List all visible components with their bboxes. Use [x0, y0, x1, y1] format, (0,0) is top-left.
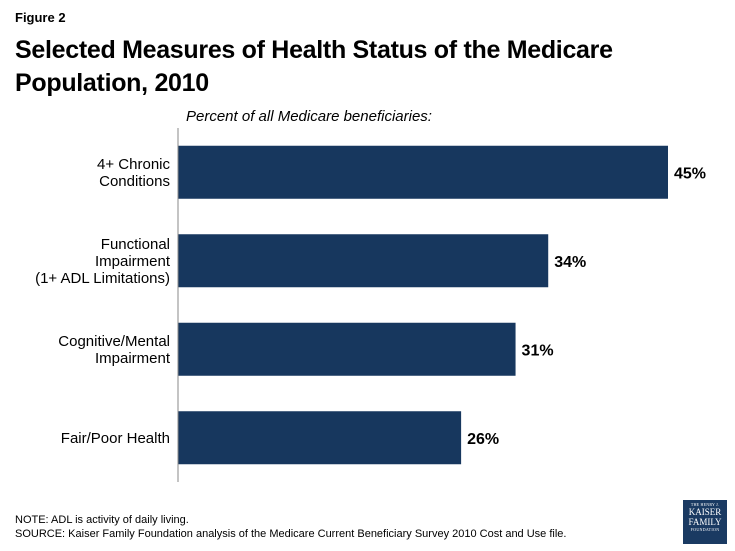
category-label-2: Cognitive/Mental Impairment	[58, 333, 171, 367]
logo-line-3: FAMILY	[688, 517, 722, 527]
category-label-1: Functional Impairment (1+ ADL Limitations)	[35, 236, 171, 287]
bar-3	[178, 411, 462, 465]
category-label-0: 4+ Chronic Conditions	[97, 156, 170, 190]
category-label-3: Fair/Poor Health	[61, 430, 170, 447]
bar-2	[178, 322, 516, 376]
chart-title: Selected Measures of Health Status of th…	[15, 34, 715, 100]
kff-logo: THE HENRY J. KAISER FAMILY FOUNDATION	[683, 500, 727, 544]
logo-line-1: THE HENRY J.	[690, 502, 720, 507]
notes: NOTE: ADL is activity of daily living. S…	[15, 513, 566, 541]
logo-line-4: FOUNDATION	[690, 527, 720, 532]
logo-line-2: KAISER	[688, 507, 722, 517]
chart-subtitle: Percent of all Medicare beneficiaries:	[186, 108, 432, 125]
value-label-2: 31%	[522, 342, 554, 359]
source-text: SOURCE: Kaiser Family Foundation analysi…	[15, 528, 567, 540]
chart-title-line-1: Selected Measures of Health Status of th…	[15, 36, 613, 64]
value-label-1: 34%	[554, 254, 586, 271]
value-label-3: 26%	[467, 431, 499, 448]
bar-0	[178, 145, 668, 199]
note-text: NOTE: ADL is activity of daily living.	[15, 514, 189, 526]
figure-label: Figure 2	[15, 10, 66, 25]
chart-title-line-2: Population, 2010	[15, 69, 209, 97]
value-label-0: 45%	[674, 165, 706, 182]
bar-1	[178, 234, 549, 288]
